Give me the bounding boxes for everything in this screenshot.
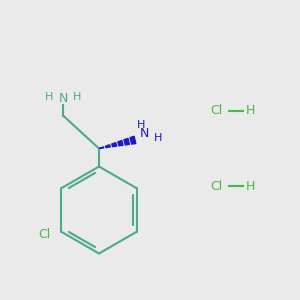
Text: H: H [44, 92, 53, 103]
Text: Cl: Cl [39, 228, 51, 241]
Polygon shape [124, 138, 129, 145]
Text: N: N [58, 92, 68, 106]
Polygon shape [106, 145, 110, 148]
Polygon shape [100, 147, 104, 148]
Text: Cl: Cl [210, 179, 222, 193]
Text: H: H [246, 179, 255, 193]
Polygon shape [130, 136, 136, 144]
Text: N: N [139, 127, 149, 140]
Polygon shape [118, 140, 123, 146]
Text: H: H [137, 120, 145, 130]
Text: H: H [154, 133, 163, 143]
Text: Cl: Cl [210, 104, 222, 118]
Text: H: H [73, 92, 82, 103]
Polygon shape [112, 142, 117, 147]
Text: H: H [246, 104, 255, 118]
